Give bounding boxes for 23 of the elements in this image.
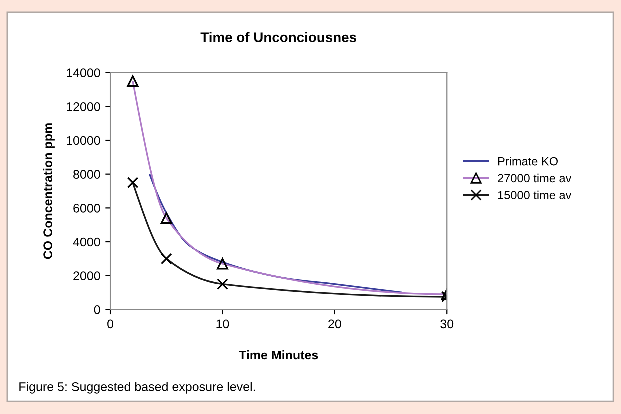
x-tick-label: 30 <box>440 320 454 329</box>
x-tick-label: 20 <box>328 320 342 329</box>
y-tick-label: 14000 <box>67 68 100 78</box>
y-axis-title: CO Concentration ppm <box>43 124 55 260</box>
point <box>160 253 172 265</box>
y-tick-label: 0 <box>94 305 100 314</box>
chart-title: Time of Unconciousnes <box>200 32 356 42</box>
y-tick-label: 2000 <box>74 272 100 280</box>
y-tick-label: 8000 <box>74 170 100 180</box>
x-tick-label: 0 <box>108 320 114 329</box>
legend-label: 27000 time av <box>498 174 572 183</box>
y-tick-label: 10000 <box>67 136 100 146</box>
y-tick-label: 6000 <box>74 204 100 213</box>
y-tick-label: 4000 <box>73 238 100 247</box>
x-axis-title: Time Minutes <box>239 350 318 360</box>
line-series <box>148 174 404 294</box>
caption: Figure 5: Suggested based exposure level. <box>20 382 256 394</box>
point <box>217 278 228 290</box>
point <box>127 177 139 189</box>
legend-label: Primate KO <box>498 157 558 166</box>
x-tick-label: 10 <box>216 320 230 329</box>
legend-label: 15000 time av <box>498 190 572 200</box>
y-tick-label: 12000 <box>67 102 100 112</box>
